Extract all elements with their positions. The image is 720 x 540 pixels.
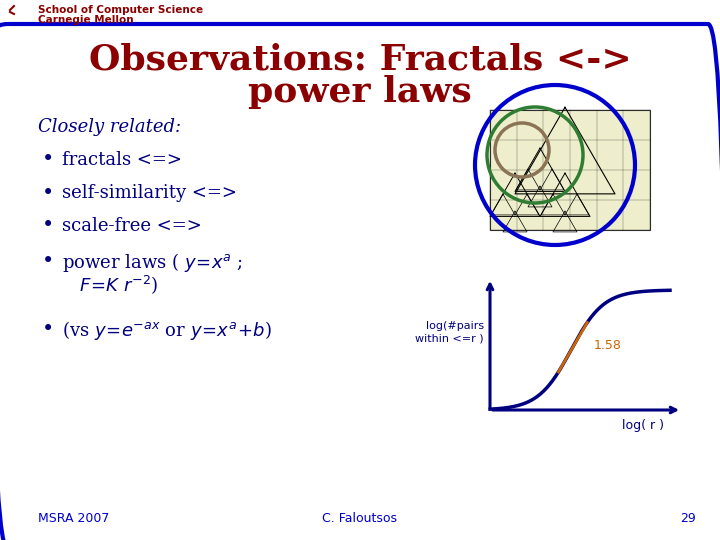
Text: •: • (42, 151, 54, 170)
Text: MSRA 2007: MSRA 2007 (38, 511, 109, 524)
Text: School of Computer Science: School of Computer Science (38, 5, 203, 15)
Text: self-similarity <=>: self-similarity <=> (62, 184, 237, 202)
Text: •: • (42, 253, 54, 272)
Text: power laws: power laws (248, 75, 472, 109)
Text: Carnegie Mellon: Carnegie Mellon (38, 15, 134, 25)
Text: scale-free <=>: scale-free <=> (62, 217, 202, 235)
Text: (vs $y\!=\!e^{-ax}$ or $y\!=\!x^a\!+\!b$): (vs $y\!=\!e^{-ax}$ or $y\!=\!x^a\!+\!b$… (62, 319, 272, 341)
Text: fractals <=>: fractals <=> (62, 151, 182, 169)
Text: log( r ): log( r ) (622, 420, 664, 433)
Bar (490, 110, 650, 230)
Text: •: • (42, 217, 54, 235)
Text: $F\!=\!K\ r^{-2}$): $F\!=\!K\ r^{-2}$) (62, 274, 158, 296)
Text: power laws ( $y\!=\!x^a$ ;: power laws ( $y\!=\!x^a$ ; (62, 251, 243, 273)
Text: 29: 29 (680, 511, 696, 524)
Text: Closely related:: Closely related: (38, 118, 181, 136)
Text: C. Faloutsos: C. Faloutsos (323, 511, 397, 524)
Text: •: • (42, 321, 54, 340)
Text: log(#pairs
within <=r ): log(#pairs within <=r ) (415, 321, 484, 343)
Text: 1.58: 1.58 (593, 339, 621, 352)
Text: Observations: Fractals <->: Observations: Fractals <-> (89, 43, 631, 77)
Text: •: • (42, 184, 54, 202)
